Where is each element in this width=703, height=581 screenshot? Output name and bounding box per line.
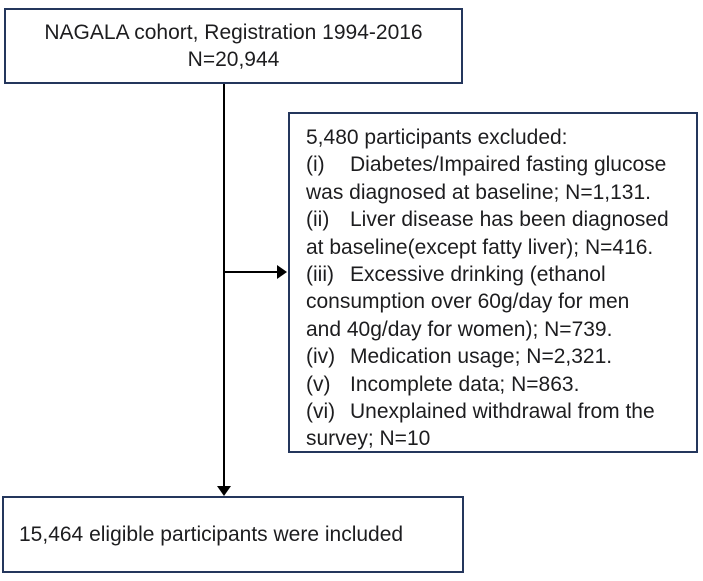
exclusion-item-numeral: (ii) bbox=[306, 208, 330, 232]
cohort-box-line1: NAGALA cohort, Registration 1994-2016 bbox=[44, 21, 423, 44]
exclusion-line: at baseline(except fatty liver); N=416. bbox=[306, 235, 654, 259]
exclusion-item-text: Excessive drinking (ethanol bbox=[350, 263, 606, 287]
exclusion-line: (vi) Unexplained withdrawal from the bbox=[306, 398, 692, 425]
exclusion-line: survey; N=10 bbox=[306, 427, 431, 451]
exclusion-item-numeral: (i) bbox=[306, 153, 325, 177]
exclusion-item-text: Liver disease has been diagnosed bbox=[350, 208, 669, 232]
exclusion-line: (v) Incomplete data; N=863. bbox=[306, 371, 692, 398]
exclusion-line: (iv) Medication usage; N=2,321. bbox=[306, 343, 692, 370]
exclusion-box: 5,480 participants excluded: (i) Diabetes… bbox=[288, 112, 698, 453]
exclusion-item-text: Diabetes/Impaired fasting glucose bbox=[350, 153, 667, 177]
cohort-box-count: N=20,944 bbox=[187, 48, 280, 71]
exclusion-item-text: Medication usage; N=2,321. bbox=[350, 345, 613, 369]
flow-connector-vertical bbox=[223, 84, 225, 487]
down-arrowhead-icon bbox=[217, 486, 231, 496]
exclusion-item-numeral: (v) bbox=[306, 372, 331, 396]
exclusion-item-numeral: (iii) bbox=[306, 263, 334, 287]
flow-connector-horizontal bbox=[224, 271, 278, 273]
cohort-box: NAGALA cohort, Registration 1994-2016 N=… bbox=[4, 8, 463, 84]
exclusion-line: (iii) Excessive drinking (ethanol bbox=[306, 261, 692, 288]
exclusion-line: (i) Diabetes/Impaired fasting glucose bbox=[306, 151, 692, 178]
exclusion-line: was diagnosed at baseline; N=1,131. bbox=[306, 180, 651, 204]
exclusion-heading: 5,480 participants excluded: bbox=[306, 126, 568, 149]
right-arrowhead-icon bbox=[277, 265, 287, 279]
exclusion-item-numeral: (iv) bbox=[306, 345, 336, 369]
exclusion-line: consumption over 60g/day for men bbox=[306, 290, 630, 314]
exclusion-line: (ii) Liver disease has been diagnosed bbox=[306, 206, 692, 233]
exclusion-line: and 40g/day for women); N=739. bbox=[306, 317, 613, 341]
included-box-text: 15,464 eligible participants were includ… bbox=[19, 522, 404, 546]
exclusion-item-text: Incomplete data; N=863. bbox=[350, 372, 580, 396]
included-box: 15,464 eligible participants were includ… bbox=[2, 496, 464, 573]
exclusion-item-numeral: (vi) bbox=[306, 400, 336, 424]
exclusion-lines: (i) Diabetes/Impaired fasting glucose was … bbox=[306, 151, 692, 452]
exclusion-item-text: Unexplained withdrawal from the bbox=[350, 400, 655, 424]
